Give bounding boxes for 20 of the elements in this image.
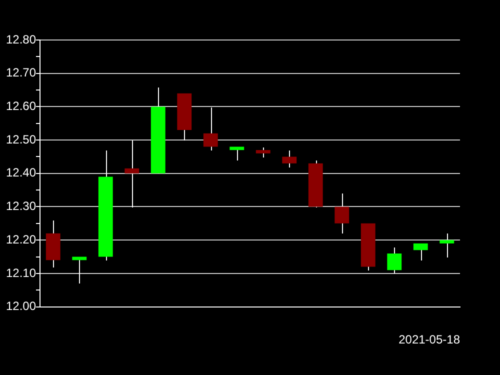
y-tick-label: 12.10: [6, 266, 36, 280]
y-tick-label: 12.40: [6, 166, 36, 180]
candlestick: [256, 147, 270, 158]
x-axis-title: 2021-05-18: [398, 332, 460, 346]
candlestick: [334, 193, 350, 234]
candlestick: [124, 140, 140, 208]
y-tick-label: 12.60: [6, 99, 36, 114]
candlestick: [282, 150, 297, 168]
y-tick-label: 12.80: [6, 32, 36, 46]
y-tick-label: 12.00: [6, 299, 36, 314]
y-tick-label: 12.70: [6, 66, 36, 80]
y-tick-label: 12.50: [6, 132, 36, 146]
candlestick: [203, 107, 218, 151]
candlestick: [387, 247, 402, 274]
y-tick-label: 12.20: [6, 232, 36, 246]
candlestick: [230, 146, 244, 161]
candlestick: [72, 256, 87, 284]
y-tick-label: 12.30: [6, 199, 36, 214]
candlestick: [440, 233, 454, 258]
candlestick: [413, 243, 428, 261]
